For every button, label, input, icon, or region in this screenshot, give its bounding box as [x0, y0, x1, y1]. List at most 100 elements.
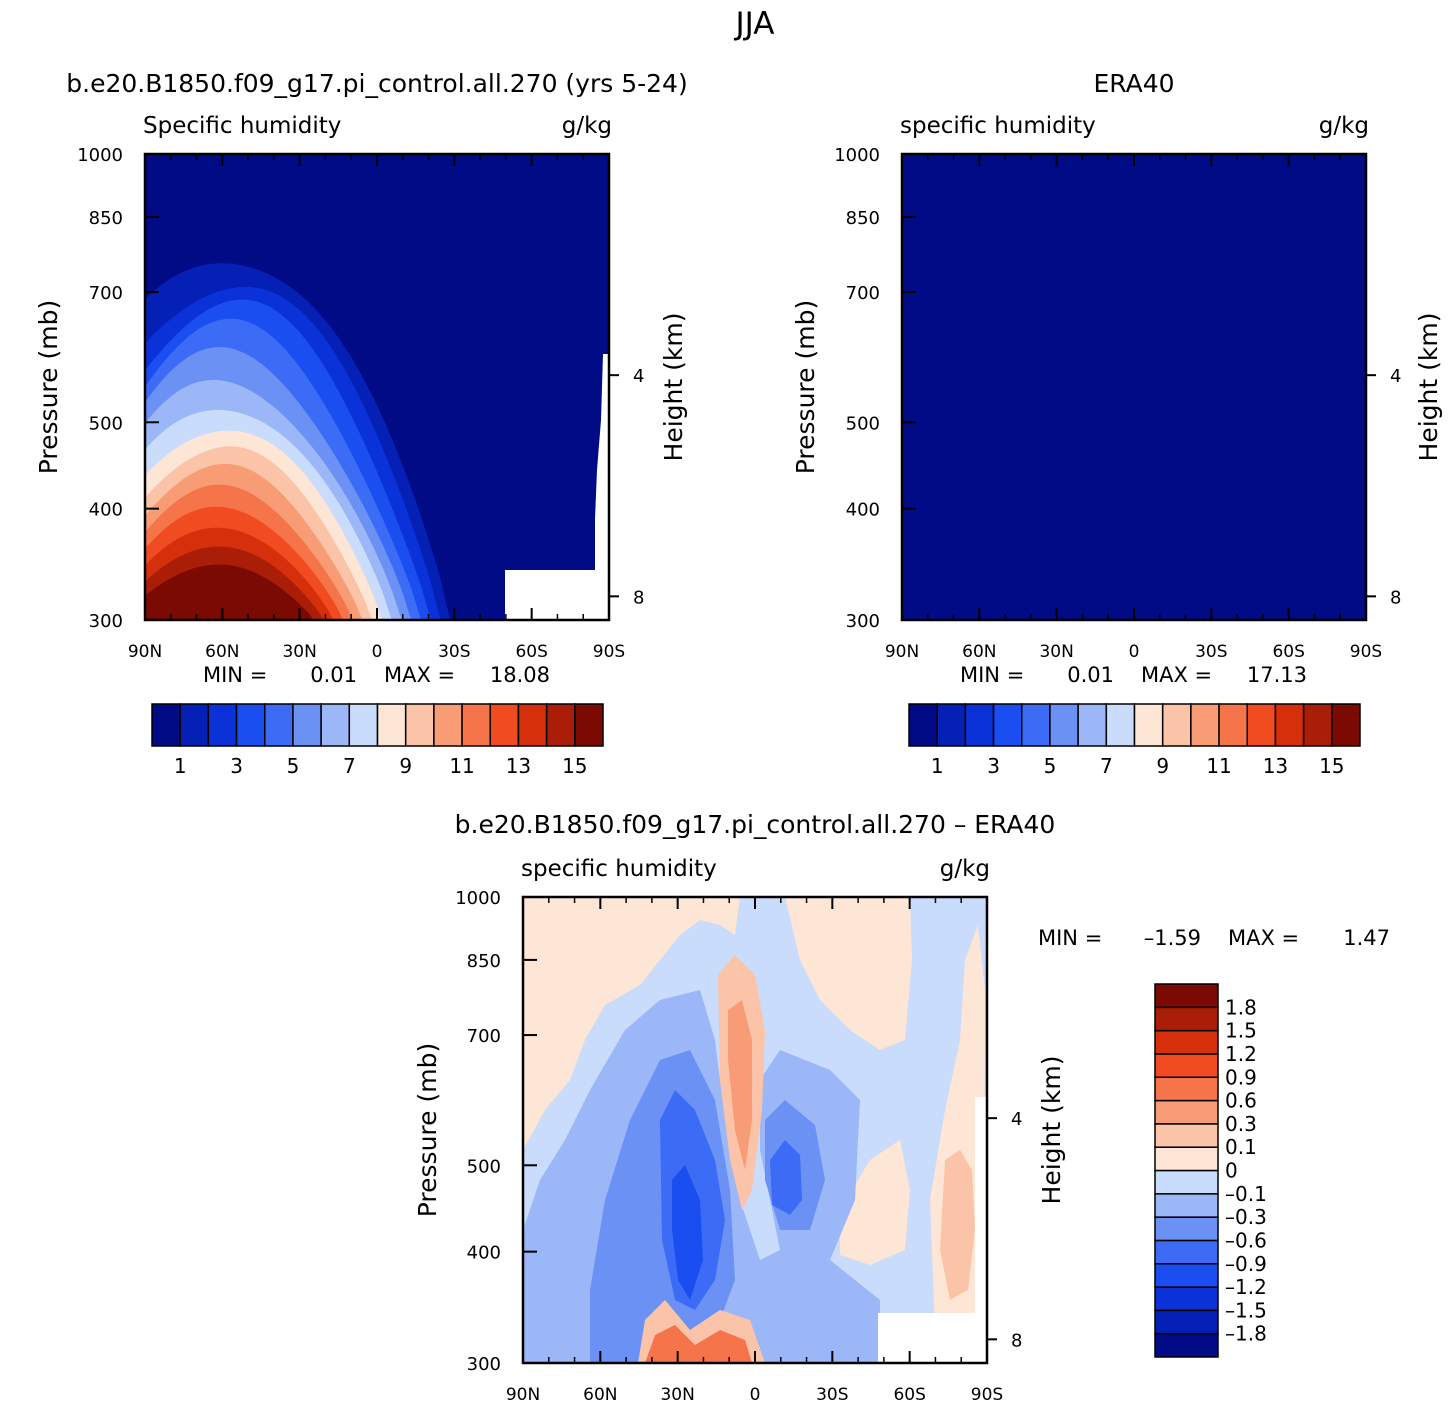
- era40-axes: 90N 60N 30N 0 30S 60S 90S 300 400 500 700 850 1000 8 4: [834, 145, 1401, 662]
- difference-colorbar-label: 1.5: [1225, 1019, 1257, 1043]
- difference-units-label: g/kg: [940, 856, 990, 882]
- model-colorbar-swatch: [461, 703, 491, 747]
- model-colorbar-label: 9: [399, 754, 412, 778]
- difference-y-tick-label: 850: [467, 951, 501, 972]
- observation-colorbar-swatch: [908, 703, 938, 747]
- difference-contour-field: [523, 897, 987, 1363]
- model-colorbar-swatch: [574, 703, 604, 747]
- model-colorbar-swatch: [433, 703, 463, 747]
- era40-x-tick-label: 90N: [885, 642, 919, 662]
- observation-colorbar-label: 13: [1263, 754, 1288, 778]
- difference-panel: b.e20.B1850.f09_g17.pi_control.all.270 –…: [413, 810, 1390, 1405]
- model-y2-tick-label: 8: [633, 587, 644, 608]
- figure-title: JJA: [734, 6, 775, 42]
- era40-max-label: MAX =: [1141, 663, 1212, 687]
- difference-colorbar-label: 0.1: [1225, 1135, 1257, 1159]
- model-x-tick-label: 30S: [438, 642, 470, 662]
- difference-colorbar-swatch: [1154, 1193, 1219, 1218]
- era40-units-label: g/kg: [1319, 113, 1369, 139]
- difference-x-tick-label: 30N: [660, 1385, 694, 1405]
- difference-colorbar-label: –0.3: [1225, 1205, 1267, 1229]
- difference-title: b.e20.B1850.f09_g17.pi_control.all.270 –…: [455, 810, 1056, 839]
- observation-colorbar-swatch: [1274, 703, 1305, 747]
- difference-colorbar-swatch: [1154, 1169, 1219, 1195]
- era40-title: ERA40: [1093, 69, 1174, 98]
- model-colorbar-swatch: [235, 703, 266, 747]
- model-panel: b.e20.B1850.f09_g17.pi_control.all.270 (…: [34, 69, 688, 778]
- difference-colorbar-swatch: [1154, 1076, 1219, 1102]
- era40-max-value: 17.13: [1247, 663, 1307, 687]
- model-min-value: 0.01: [310, 663, 357, 687]
- era40-min-value: 0.01: [1067, 663, 1114, 687]
- model-colorbar-label: 5: [287, 754, 300, 778]
- observation-colorbar-label: 1: [931, 754, 944, 778]
- difference-x-tick-label: 60N: [583, 1385, 617, 1405]
- difference-positive-region-southern-lower: [840, 1140, 910, 1265]
- difference-colorbar: 1.81.51.20.90.60.30.10–0.1–0.3–0.6–0.9–1…: [1154, 983, 1267, 1358]
- era40-x-tick-label: 60N: [962, 642, 996, 662]
- era40-y-tick-label: 1000: [834, 145, 880, 166]
- difference-positive-region-southern-upper: [785, 897, 912, 1050]
- era40-x-tick-label: 30S: [1195, 642, 1227, 662]
- observation-colorbar-swatch: [1105, 703, 1136, 747]
- difference-colorbar-label: –0.6: [1225, 1228, 1267, 1252]
- difference-min-value: –1.59: [1144, 926, 1201, 950]
- difference-variable-label: specific humidity: [521, 856, 717, 882]
- difference-colorbar-swatch: [1154, 983, 1219, 1009]
- difference-colorbar-swatch: [1154, 1332, 1219, 1358]
- difference-y2-tick-label: 8: [1011, 1330, 1022, 1351]
- model-colorbar-label: 11: [449, 754, 474, 778]
- observation-colorbar-swatch: [1218, 703, 1248, 747]
- difference-max-label: MAX =: [1228, 926, 1299, 950]
- difference-x-tick-label: 90S: [971, 1385, 1003, 1405]
- model-missing-topography: [505, 570, 609, 620]
- model-colorbar-swatch: [264, 703, 294, 747]
- observation-colorbar-swatch: [1331, 703, 1361, 747]
- difference-colorbar-swatch: [1154, 1053, 1219, 1078]
- model-x-tick-label: 60N: [205, 642, 239, 662]
- difference-y2-axis-label: Height (km): [1037, 1056, 1066, 1205]
- difference-colorbar-label: –1.8: [1225, 1322, 1267, 1346]
- model-x-tick-label: 30N: [282, 642, 316, 662]
- model-colorbar-label: 13: [506, 754, 531, 778]
- difference-y-axis-label: Pressure (mb): [413, 1043, 442, 1217]
- observation-colorbar-label: 3: [987, 754, 1000, 778]
- difference-colorbar-swatch: [1154, 1216, 1219, 1242]
- observation-colorbar-swatch: [1049, 703, 1079, 747]
- difference-y-tick-label: 1000: [455, 888, 501, 909]
- observation-colorbar-label: 5: [1044, 754, 1057, 778]
- model-y-tick-label: 500: [89, 413, 123, 434]
- era40-x-tick-label: 0: [1129, 642, 1140, 662]
- difference-y2-tick-label: 4: [1011, 1109, 1022, 1130]
- era40-x-tick-label: 90S: [1350, 642, 1382, 662]
- model-y-tick-label: 850: [89, 208, 123, 229]
- difference-negative-120: [672, 1165, 703, 1300]
- model-max-label: MAX =: [384, 663, 455, 687]
- era40-min-label: MIN =: [960, 663, 1024, 687]
- model-x-tick-label: 0: [372, 642, 383, 662]
- era40-contour-field: [902, 154, 1366, 620]
- model-colorbar-swatch: [404, 703, 435, 747]
- difference-colorbar-label: –1.2: [1225, 1275, 1267, 1299]
- era40-y2-tick-label: 8: [1390, 587, 1401, 608]
- difference-x-tick-label: 0: [750, 1385, 761, 1405]
- observation-colorbar-swatch: [1077, 703, 1108, 747]
- model-colorbar-swatch: [545, 703, 576, 747]
- observation-colorbar-swatch: [1246, 703, 1277, 747]
- model-x-tick-label: 90N: [128, 642, 162, 662]
- difference-colorbar-label: 0.3: [1225, 1112, 1257, 1136]
- observation-colorbar-swatch: [1133, 703, 1164, 747]
- model-y-tick-label: 300: [89, 611, 123, 632]
- model-missing-topography-strip: [595, 354, 609, 570]
- difference-colorbar-swatch: [1154, 1029, 1219, 1055]
- model-colorbar-swatch: [348, 703, 379, 747]
- difference-colorbar-label: –0.1: [1225, 1182, 1267, 1206]
- difference-axes: 90N 60N 30N 0 30S 60S 90S 300 400 500 700 850 1000 8 4: [455, 888, 1022, 1405]
- model-units-label: g/kg: [562, 113, 612, 139]
- difference-colorbar-swatch: [1154, 1099, 1219, 1125]
- observation-colorbar-swatch: [992, 703, 1023, 747]
- model-colorbar-swatch: [376, 703, 407, 747]
- model-min-label: MIN =: [203, 663, 267, 687]
- era40-y-tick-label: 400: [846, 500, 880, 521]
